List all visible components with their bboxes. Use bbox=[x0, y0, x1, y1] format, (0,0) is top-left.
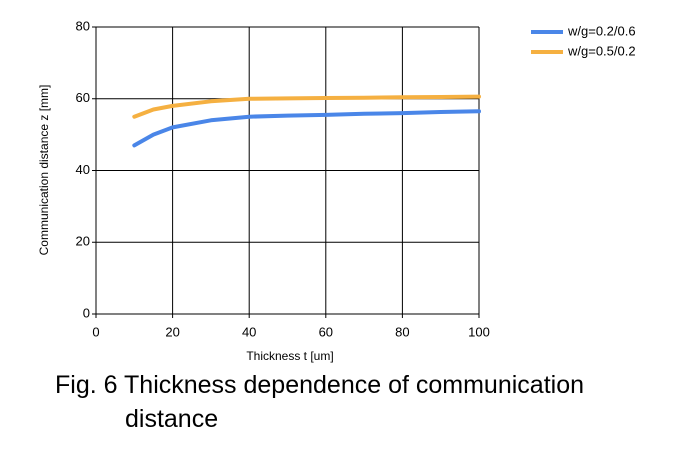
y-tick-label: 20 bbox=[76, 234, 90, 249]
y-tick-label: 60 bbox=[76, 90, 90, 105]
x-tick-label: 40 bbox=[242, 324, 256, 339]
series-line bbox=[132, 94, 481, 119]
y-tick-label: 0 bbox=[83, 305, 90, 320]
x-tick-label: 80 bbox=[395, 324, 409, 339]
series-line bbox=[132, 109, 481, 148]
x-axis-label: Thickness t [um] bbox=[246, 349, 333, 363]
legend-label: w/g=0.5/0.2 bbox=[567, 43, 636, 58]
y-tick-label: 80 bbox=[76, 18, 90, 33]
y-tick-label: 40 bbox=[76, 162, 90, 177]
x-tick-label: 60 bbox=[319, 324, 333, 339]
x-tick-label: 0 bbox=[92, 324, 99, 339]
caption: Fig. 6 Thickness dependence of communica… bbox=[55, 371, 585, 433]
x-tick-label: 100 bbox=[468, 324, 490, 339]
chart: Thickness t [um] Communication distance … bbox=[37, 18, 636, 363]
legend-label: w/g=0.2/0.6 bbox=[567, 23, 636, 38]
y-axis-label: Communication distance z [mm] bbox=[37, 85, 51, 256]
x-tick-label: 20 bbox=[165, 324, 179, 339]
